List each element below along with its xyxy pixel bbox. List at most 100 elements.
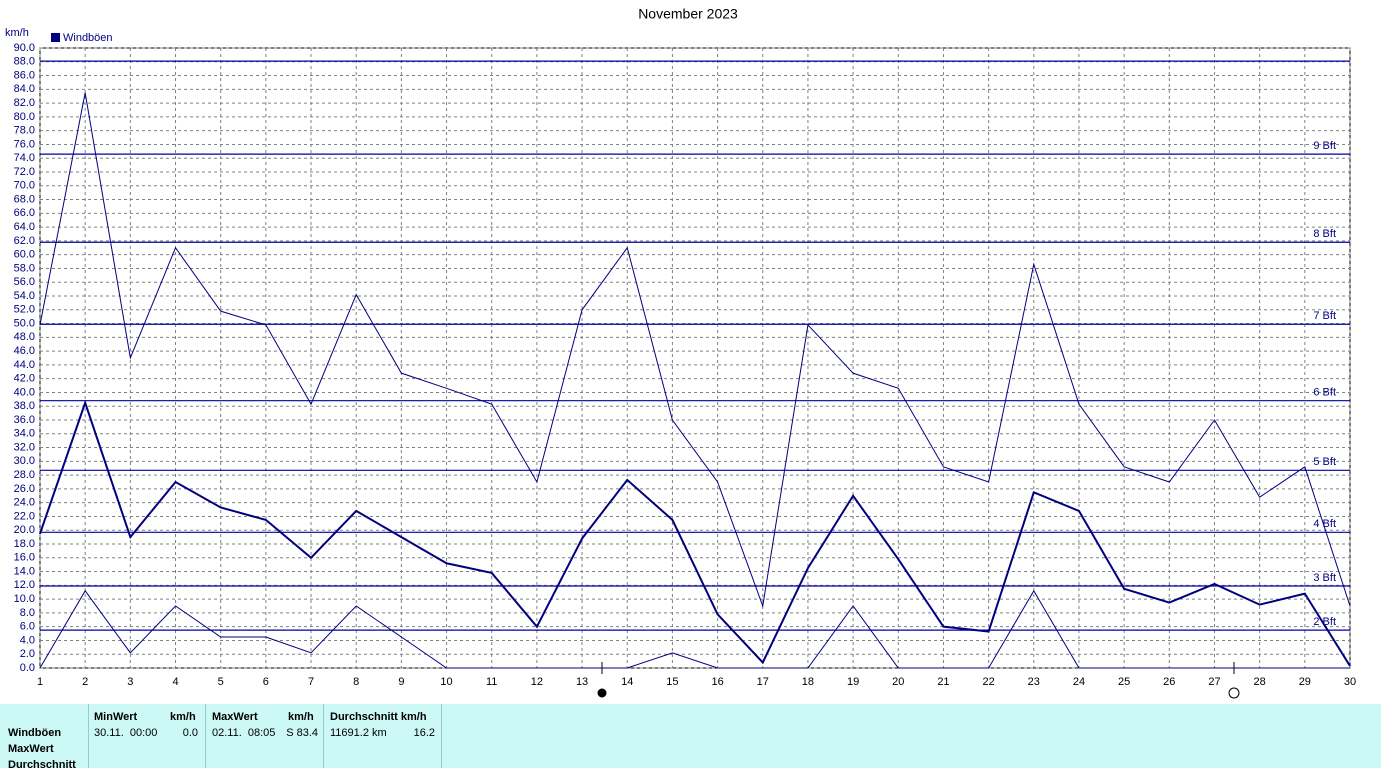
- y-tick-label: 62.0: [14, 235, 35, 247]
- y-tick-label: 58.0: [14, 262, 35, 274]
- y-tick-label: 48.0: [14, 331, 35, 343]
- y-tick-label: 42.0: [14, 373, 35, 385]
- reference-label: 2 Bft: [1313, 616, 1336, 628]
- x-tick-label: 4: [172, 676, 178, 688]
- separator: [205, 704, 206, 768]
- x-tick-label: 7: [308, 676, 314, 688]
- x-tick-label: 10: [440, 676, 452, 688]
- chart: November 2023 km/h 0.02.04.06.08.010.012…: [5, 6, 1356, 699]
- cell: 02.11. 08:05: [212, 727, 276, 739]
- x-tick-label: 11: [486, 676, 497, 688]
- x-tick-label: 21: [937, 676, 949, 688]
- y-tick-label: 74.0: [14, 152, 35, 164]
- x-tick-label: 27: [1208, 676, 1220, 688]
- y-tick-label: 44.0: [14, 359, 35, 371]
- y-tick-label: 40.0: [14, 386, 35, 398]
- cell: 30.11. 00:00: [94, 727, 158, 739]
- y-tick-label: 24.0: [14, 497, 35, 509]
- moon-new: [597, 688, 607, 698]
- y-tick-label: 66.0: [14, 207, 35, 219]
- y-tick-label: 10.0: [14, 593, 35, 605]
- y-tick-label: 86.0: [14, 69, 35, 81]
- y-tick-label: 6.0: [20, 621, 35, 633]
- header: MaxWert: [212, 711, 258, 723]
- x-tick-label: 5: [218, 676, 224, 688]
- y-tick-label: 20.0: [14, 524, 35, 536]
- y-tick-label: 90.0: [14, 42, 35, 54]
- x-tick-label: 24: [1073, 676, 1085, 688]
- header: km/h: [288, 711, 314, 723]
- reference-label: 7 Bft: [1313, 310, 1336, 322]
- y-tick-label: 16.0: [14, 552, 35, 564]
- y-tick-label: 54.0: [14, 290, 35, 302]
- y-tick-label: 38.0: [14, 400, 35, 412]
- y-tick-label: 80.0: [14, 111, 35, 123]
- row-label: Durchschnitt: [8, 759, 76, 771]
- x-tick-label: 22: [982, 676, 994, 688]
- series-line: [39, 589, 1350, 669]
- reference-label: 3 Bft: [1313, 572, 1336, 584]
- x-tick-label: 1: [37, 676, 43, 688]
- x-tick-label: 30: [1344, 676, 1356, 688]
- y-tick-label: 82.0: [14, 97, 35, 109]
- legend-swatch: [51, 33, 60, 42]
- plot-area: [39, 47, 1351, 669]
- y-tick-label: 78.0: [14, 125, 35, 137]
- moon-full: [1228, 687, 1240, 699]
- series-line: [39, 399, 1351, 667]
- x-tick-label: 15: [666, 676, 678, 688]
- y-tick-label: 26.0: [14, 483, 35, 495]
- y-tick-label: 0.0: [20, 662, 35, 674]
- row-label: MaxWert: [8, 743, 54, 755]
- row-label: Windböen: [8, 727, 62, 739]
- header: Durchschnitt km/h: [330, 711, 427, 723]
- x-tick-label: 18: [802, 676, 814, 688]
- y-axis-label: km/h: [5, 27, 29, 39]
- x-tick-label: 25: [1118, 676, 1130, 688]
- x-tick-label: 16: [711, 676, 723, 688]
- header: km/h: [170, 711, 196, 723]
- y-tick-label: 88.0: [14, 56, 35, 68]
- reference-label: 9 Bft: [1313, 140, 1336, 152]
- x-tick-label: 28: [1254, 676, 1266, 688]
- x-tick-label: 14: [621, 676, 633, 688]
- x-tick-label: 13: [576, 676, 588, 688]
- y-tick-label: 18.0: [14, 538, 35, 550]
- x-tick-label: 8: [353, 676, 359, 688]
- separator: [88, 704, 89, 768]
- y-tick-label: 4.0: [20, 634, 35, 646]
- y-tick-label: 46.0: [14, 345, 35, 357]
- chart-title: November 2023: [638, 6, 738, 22]
- y-tick-label: 68.0: [14, 193, 35, 205]
- y-tick-label: 28.0: [14, 469, 35, 481]
- summary-table: MinWert km/h MaxWert km/h Durchschnitt k…: [0, 704, 1381, 771]
- y-tick-label: 32.0: [14, 441, 35, 453]
- y-tick-label: 34.0: [14, 428, 35, 440]
- y-tick-label: 52.0: [14, 304, 35, 316]
- separator: [441, 704, 442, 768]
- cell: S 83.4: [286, 727, 318, 739]
- x-tick-label: 2: [82, 676, 88, 688]
- y-tick-label: 14.0: [14, 565, 35, 577]
- y-tick-label: 36.0: [14, 414, 35, 426]
- cell: 16.2: [413, 727, 435, 739]
- x-tick-label: 9: [398, 676, 404, 688]
- reference-label: 6 Bft: [1313, 387, 1336, 399]
- x-tick-label: 19: [847, 676, 859, 688]
- x-tick-label: 3: [127, 676, 133, 688]
- y-tick-label: 70.0: [14, 180, 35, 192]
- y-tick-label: 56.0: [14, 276, 35, 288]
- reference-label: 5 Bft: [1313, 456, 1336, 468]
- y-tick-label: 30.0: [14, 455, 35, 467]
- y-tick-label: 72.0: [14, 166, 35, 178]
- cell: 11691.2 km: [330, 727, 387, 739]
- legend-label: Windböen: [63, 32, 113, 44]
- x-tick-label: 12: [531, 676, 543, 688]
- cell: 0.0: [182, 727, 198, 739]
- y-tick-label: 22.0: [14, 510, 35, 522]
- y-tick-label: 12.0: [14, 579, 35, 591]
- x-tick-label: 29: [1299, 676, 1311, 688]
- y-tick-label: 76.0: [14, 138, 35, 150]
- y-tick-label: 8.0: [20, 607, 35, 619]
